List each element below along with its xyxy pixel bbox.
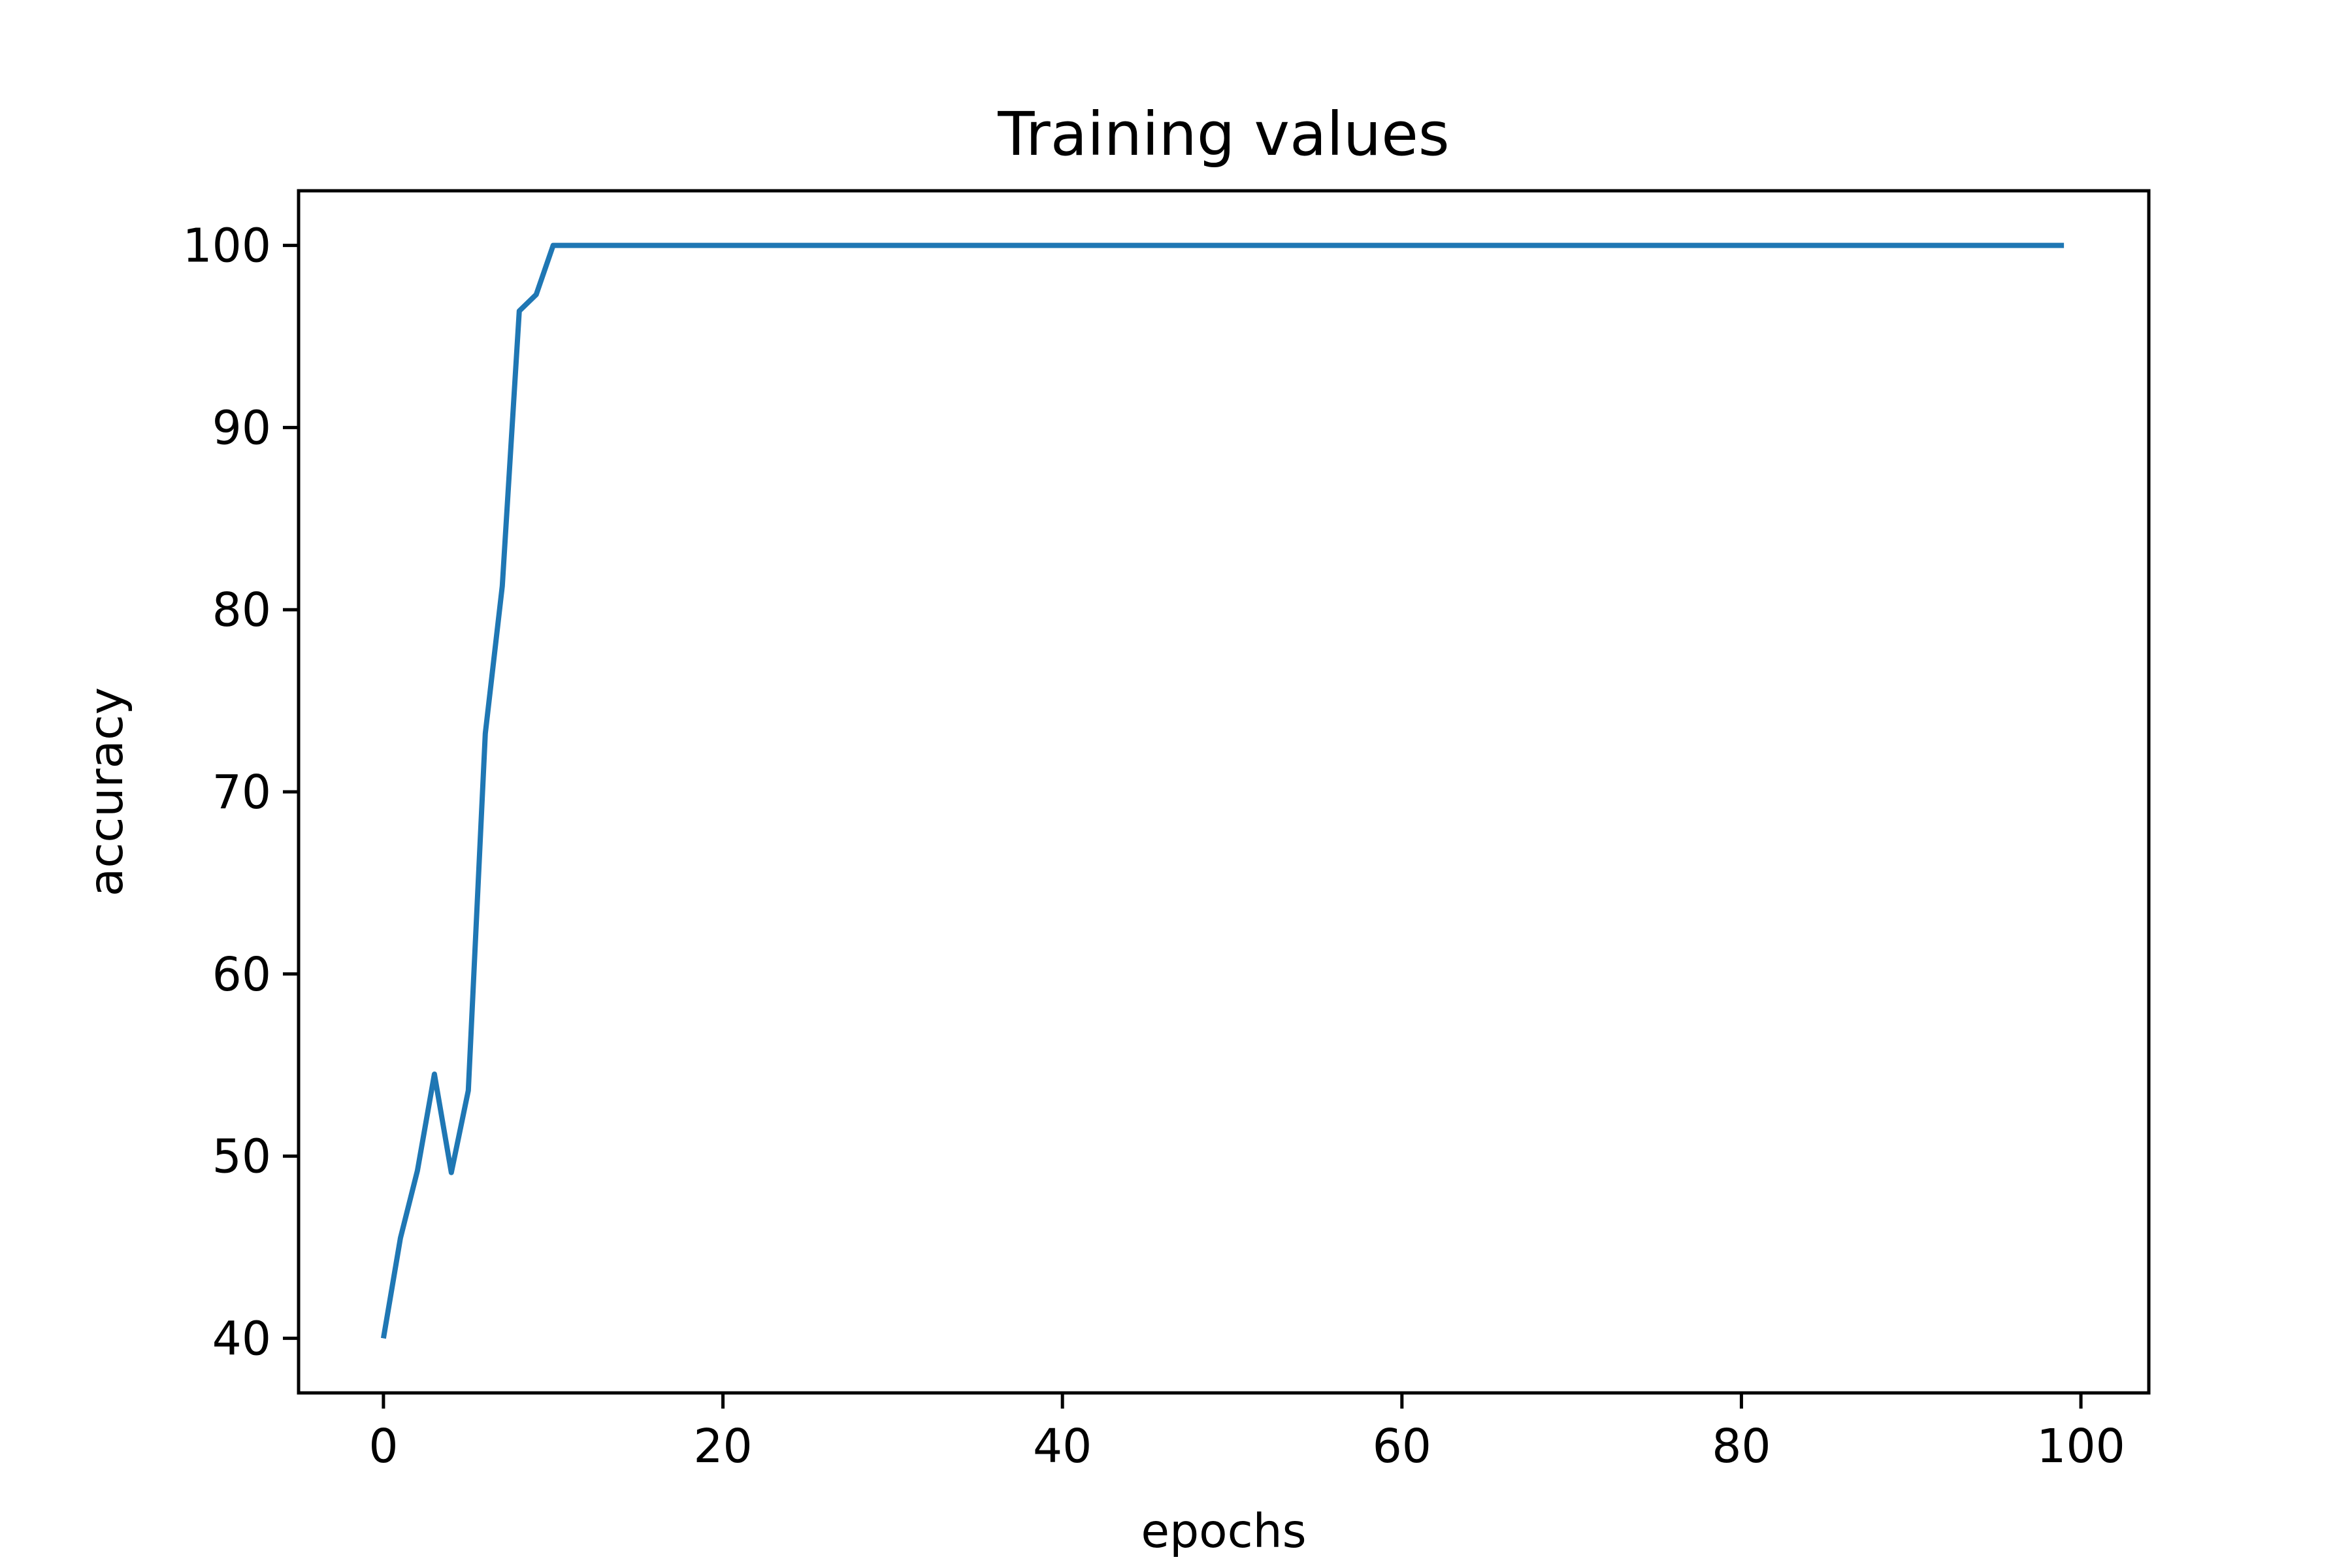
y-axis-label: accuracy <box>79 687 133 896</box>
y-tick-label: 80 <box>212 583 271 637</box>
x-axis-ticks: 0 20 40 60 80 100 <box>368 1393 2125 1473</box>
x-axis-label: epochs <box>1141 1504 1306 1558</box>
x-tick-label: 60 <box>1373 1419 1431 1473</box>
y-tick-label: 60 <box>212 947 271 1002</box>
x-tick-label: 0 <box>368 1419 398 1473</box>
y-tick-label: 50 <box>212 1130 271 1184</box>
y-axis-ticks: 40 50 60 70 80 90 100 <box>182 219 299 1365</box>
x-tick-label: 20 <box>693 1419 752 1473</box>
y-tick-label: 90 <box>212 400 271 455</box>
y-tick-label: 100 <box>182 219 271 273</box>
series-line <box>380 242 2065 1339</box>
x-tick-label: 100 <box>2036 1419 2125 1473</box>
y-tick-label: 40 <box>212 1311 271 1365</box>
x-tick-label: 80 <box>1712 1419 1771 1473</box>
y-tick-label: 70 <box>212 765 271 819</box>
chart-title: Training values <box>997 99 1449 169</box>
x-tick-label: 40 <box>1033 1419 1092 1473</box>
plot-series <box>380 242 2065 1339</box>
